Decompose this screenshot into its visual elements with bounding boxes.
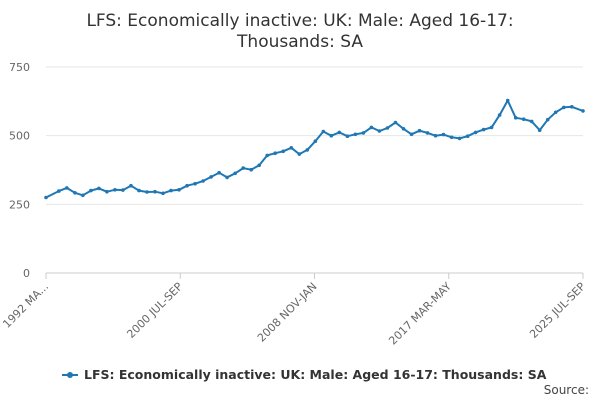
data-point[interactable] <box>457 136 462 141</box>
legend-label: LFS: Economically inactive: UK: Male: Ag… <box>84 367 547 382</box>
data-point[interactable] <box>481 127 486 132</box>
chart-title-line-1: LFS: Economically inactive: UK: Male: Ag… <box>86 11 513 31</box>
data-point[interactable] <box>425 131 430 135</box>
source-label: Source: <box>544 383 589 397</box>
data-point[interactable] <box>113 188 117 192</box>
data-point[interactable] <box>409 132 414 137</box>
data-point[interactable] <box>153 189 157 194</box>
data-point[interactable] <box>161 191 165 196</box>
data-point[interactable] <box>513 116 518 120</box>
x-tick-label: 2000 JUL-SEP <box>124 280 185 341</box>
x-axis-ticks: 1992 MA... 2000 JUL-SEP 2008 NOV-JAN 2017 M… <box>0 273 588 348</box>
data-point[interactable] <box>233 171 237 176</box>
data-point[interactable] <box>581 109 585 113</box>
legend[interactable]: LFS: Economically inactive: UK: Male: Ag… <box>62 367 547 382</box>
data-point[interactable] <box>249 167 253 172</box>
data-point[interactable] <box>217 170 221 175</box>
data-point[interactable] <box>361 131 366 135</box>
data-point[interactable] <box>465 134 470 138</box>
data-point[interactable] <box>89 188 93 193</box>
data-point[interactable] <box>225 175 229 180</box>
data-point[interactable] <box>537 128 542 132</box>
data-point[interactable] <box>177 188 181 192</box>
data-point[interactable] <box>401 127 406 131</box>
gridlines <box>46 66 583 205</box>
data-point[interactable] <box>201 179 205 183</box>
data-point[interactable] <box>570 105 574 109</box>
data-point[interactable] <box>313 139 318 143</box>
series-line <box>45 99 584 199</box>
data-point[interactable] <box>337 130 342 135</box>
data-point[interactable] <box>449 135 454 140</box>
data-point[interactable] <box>209 175 213 179</box>
data-point[interactable] <box>497 113 502 117</box>
data-point[interactable] <box>73 191 77 195</box>
series-layer <box>44 98 585 200</box>
data-point[interactable] <box>433 133 438 138</box>
data-point[interactable] <box>505 98 510 103</box>
data-point[interactable] <box>369 125 374 130</box>
data-point[interactable] <box>345 134 350 138</box>
data-point[interactable] <box>265 153 270 158</box>
data-point[interactable] <box>441 132 446 137</box>
data-point[interactable] <box>241 166 245 170</box>
data-point[interactable] <box>289 146 294 150</box>
data-point[interactable] <box>193 181 197 186</box>
data-point[interactable] <box>353 132 358 137</box>
data-point[interactable] <box>65 186 69 190</box>
data-point[interactable] <box>329 133 334 138</box>
data-point[interactable] <box>417 128 422 133</box>
legend-swatch-marker <box>67 372 73 378</box>
data-point[interactable] <box>121 188 125 192</box>
data-point[interactable] <box>169 188 173 193</box>
data-point[interactable] <box>545 117 550 122</box>
chart-title-line-2: Thousands: SA <box>236 32 363 52</box>
data-point[interactable] <box>393 120 398 125</box>
data-point[interactable] <box>185 183 189 188</box>
data-point[interactable] <box>321 129 326 134</box>
y-tick-label: 750 <box>9 61 30 74</box>
data-point[interactable] <box>385 126 390 130</box>
data-point[interactable] <box>257 163 262 168</box>
data-point[interactable] <box>57 189 61 193</box>
data-point[interactable] <box>489 125 494 130</box>
data-point[interactable] <box>273 151 278 155</box>
data-point[interactable] <box>129 183 133 188</box>
data-point[interactable] <box>473 130 478 135</box>
data-point[interactable] <box>105 189 109 194</box>
x-tick-label: 2008 NOV-JAN <box>255 280 320 345</box>
data-point[interactable] <box>297 152 302 156</box>
x-tick-label: 2025 JUL-SEP <box>527 280 588 341</box>
y-axis-ticks: 0 250 500 750 <box>9 61 30 280</box>
y-tick-label: 250 <box>9 198 30 211</box>
x-tick-label: 1992 MA... <box>0 280 51 331</box>
data-point[interactable] <box>529 119 534 124</box>
data-point[interactable] <box>145 190 149 194</box>
data-point[interactable] <box>137 188 141 193</box>
data-point[interactable] <box>521 117 526 121</box>
y-tick-label: 0 <box>23 267 30 280</box>
data-point[interactable] <box>377 129 382 133</box>
data-point[interactable] <box>97 186 101 191</box>
data-point[interactable] <box>553 110 558 115</box>
data-point[interactable] <box>281 149 286 154</box>
data-point[interactable] <box>305 148 310 152</box>
data-point[interactable] <box>562 105 566 110</box>
y-tick-label: 500 <box>9 130 30 143</box>
x-tick-label: 2017 MAR-MAY <box>386 280 454 348</box>
data-point[interactable] <box>44 195 48 200</box>
data-point[interactable] <box>81 193 85 198</box>
